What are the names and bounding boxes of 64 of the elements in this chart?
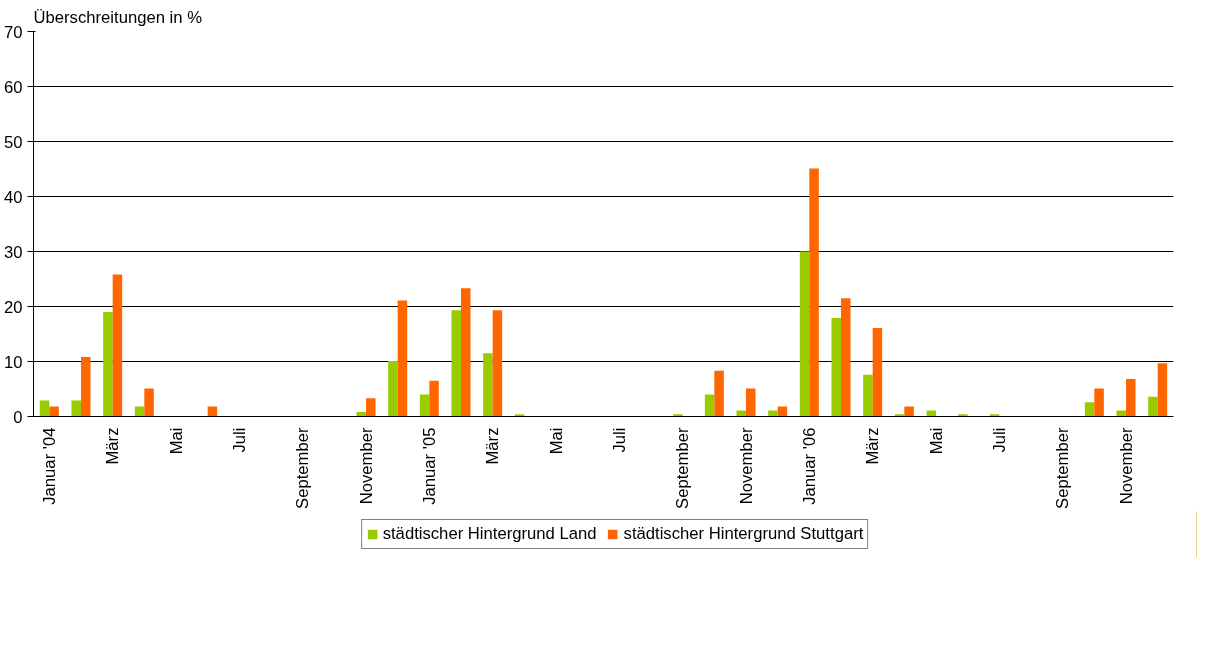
bar — [958, 414, 968, 417]
bar — [863, 374, 873, 417]
x-tick-label: März — [483, 427, 503, 465]
y-tick-label: 0 — [13, 407, 23, 427]
bar — [429, 380, 439, 417]
y-tick-label: 20 — [3, 297, 23, 317]
bar — [714, 370, 724, 417]
x-tick-label: Januar '04 — [39, 427, 59, 505]
bar — [1094, 388, 1104, 417]
bar — [831, 318, 841, 417]
bar — [112, 274, 123, 417]
bar — [419, 394, 430, 417]
bar — [81, 357, 91, 417]
bar — [841, 298, 851, 417]
bar — [736, 410, 746, 417]
bar — [103, 312, 113, 417]
bar — [1148, 396, 1158, 417]
bar — [799, 251, 810, 417]
bar — [366, 398, 376, 417]
bar — [1126, 379, 1136, 417]
bar — [492, 310, 503, 417]
x-tick-label: November — [736, 427, 756, 505]
bar — [397, 300, 408, 417]
bar — [872, 327, 883, 417]
x-tick-label: September — [293, 427, 313, 509]
bar — [1116, 410, 1126, 417]
y-tick-label: 40 — [3, 187, 23, 207]
bar — [461, 288, 471, 417]
bar — [673, 414, 683, 417]
x-tick-label: Juli — [609, 427, 629, 453]
bar — [704, 394, 715, 417]
bar — [1084, 402, 1095, 417]
x-tick-label: Januar '05 — [419, 427, 439, 505]
y-tick-label: 10 — [3, 352, 23, 372]
y-tick-label: 30 — [3, 242, 23, 262]
x-tick-label: März — [103, 427, 123, 465]
x-tick-label: Mai — [166, 427, 186, 455]
bar — [768, 410, 778, 417]
x-tick-label: Juli — [989, 427, 1009, 453]
bar — [904, 406, 914, 417]
bar — [746, 388, 756, 417]
x-tick-label: September — [1053, 427, 1073, 509]
y-tick-label: 50 — [3, 132, 23, 152]
bar — [144, 388, 154, 417]
x-tick-label: November — [1116, 427, 1136, 505]
x-tick-label: Juli — [229, 427, 249, 453]
legend-label: städtischer Hintergrund Stuttgart — [623, 524, 864, 544]
x-tick-label: November — [356, 427, 376, 505]
x-tick-label: Mai — [926, 427, 946, 455]
y-tick-label: 60 — [3, 77, 23, 97]
x-tick-label: September — [673, 427, 693, 509]
bar — [1157, 363, 1168, 417]
bar — [49, 406, 59, 417]
y-axis-title: Überschreitungen in % — [33, 7, 203, 27]
x-tick-label: März — [863, 427, 883, 465]
x-tick-label: Januar '06 — [799, 427, 819, 505]
legend-label: städtischer Hintergrund Land — [382, 524, 597, 544]
y-tick-label: 70 — [3, 22, 23, 42]
bar — [451, 310, 461, 417]
bar — [388, 360, 398, 417]
bar — [809, 168, 819, 417]
bar — [483, 353, 493, 417]
x-tick-label: Mai — [546, 427, 566, 455]
bar — [926, 410, 936, 417]
